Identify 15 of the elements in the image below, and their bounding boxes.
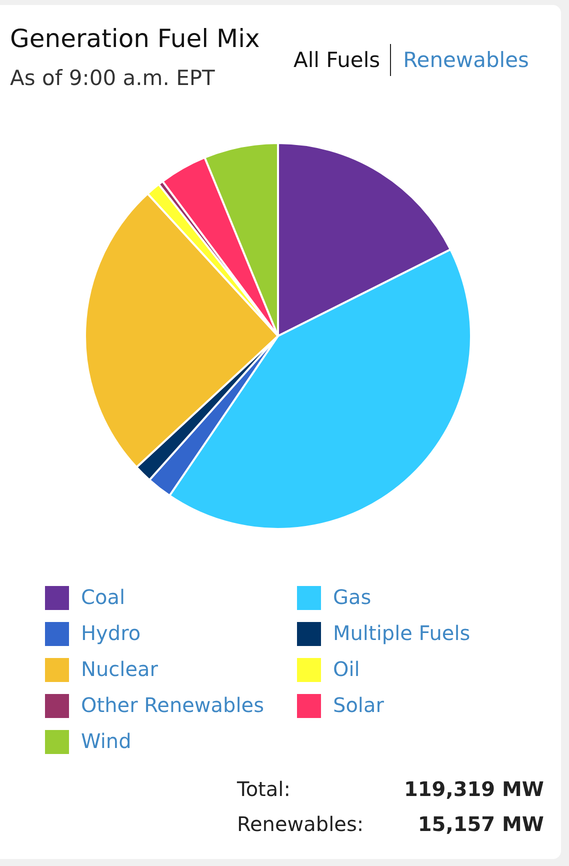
text: Renewables: 15,157 MW bbox=[237, 812, 544, 836]
legend-label: Multiple Fuels bbox=[333, 621, 470, 645]
legend-label: Coal bbox=[81, 585, 126, 609]
legend-label: Nuclear bbox=[81, 657, 159, 681]
text: All Fuels bbox=[293, 47, 382, 74]
legend-label: Gas bbox=[333, 585, 372, 609]
chart-subtitle: As of 9:00 a.m. EPT bbox=[10, 66, 215, 90]
legend-label: Wind bbox=[81, 729, 132, 753]
text: Total: 119,319 MW bbox=[237, 777, 544, 801]
legend-label: Hydro bbox=[81, 621, 141, 645]
legend-label: Solar bbox=[333, 693, 385, 717]
legend-label: Other Renewables bbox=[81, 693, 264, 717]
chart-title: Generation Fuel Mix bbox=[10, 24, 260, 53]
text: Renewables bbox=[390, 44, 529, 76]
legend-label: Oil bbox=[333, 657, 360, 681]
